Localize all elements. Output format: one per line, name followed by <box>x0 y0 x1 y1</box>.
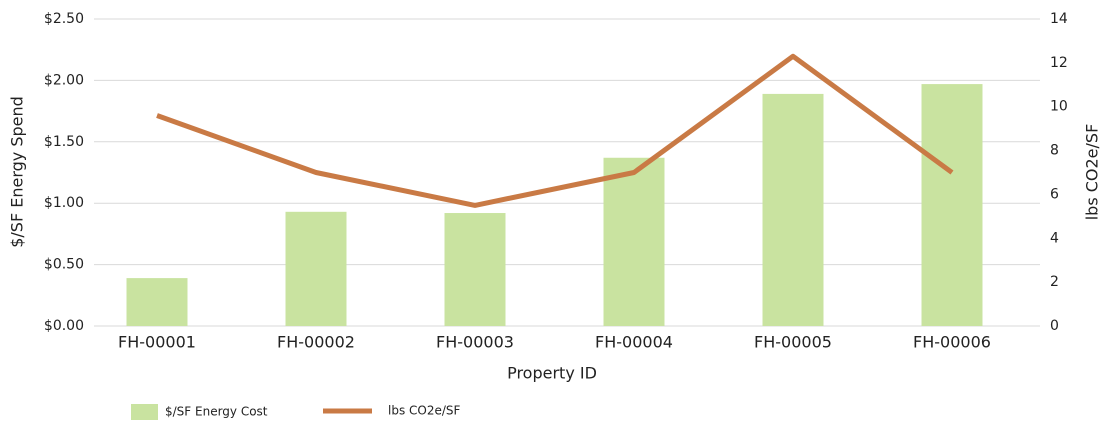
y2-tick-label: 0 <box>1050 318 1059 334</box>
y2-tick-label: 8 <box>1050 143 1059 159</box>
y-tick-label: $0.50 <box>44 257 84 273</box>
x-tick-label: FH-00001 <box>118 333 196 352</box>
y-tick-label: $2.50 <box>44 11 84 27</box>
y-tick-label: $0.00 <box>44 318 84 334</box>
x-axis-title: Property ID <box>507 364 597 383</box>
bar <box>921 84 983 326</box>
bar <box>603 157 665 326</box>
y-tick-label: $2.00 <box>44 72 84 88</box>
x-tick-label: FH-00003 <box>436 333 514 352</box>
y2-tick-label: 2 <box>1050 274 1059 290</box>
y2-axis-title: lbs CO2e/SF <box>1083 124 1102 221</box>
y-axis-title: $/SF Energy Spend <box>8 96 27 248</box>
x-tick-label: FH-00002 <box>277 333 355 352</box>
line <box>156 53 954 208</box>
legend-label: $/SF Energy Cost <box>165 405 268 419</box>
y2-tick-label: 6 <box>1050 186 1059 202</box>
bar <box>762 93 824 327</box>
y2-tick-label: 12 <box>1050 55 1068 71</box>
bar <box>126 278 188 326</box>
y2-tick-label: 14 <box>1050 11 1068 27</box>
y2-tick-label: 4 <box>1050 230 1059 246</box>
legend-swatch <box>131 404 158 420</box>
bar <box>285 211 347 326</box>
y-tick-label: $1.50 <box>44 134 84 150</box>
x-tick-label: FH-00005 <box>754 333 832 352</box>
legend-label: lbs CO2e/SF <box>388 404 461 418</box>
bar <box>444 213 506 326</box>
x-tick-label: FH-00006 <box>913 333 991 352</box>
x-tick-label: FH-00004 <box>595 333 673 352</box>
y-tick-label: $1.00 <box>44 195 84 211</box>
y2-tick-label: 10 <box>1050 99 1068 115</box>
